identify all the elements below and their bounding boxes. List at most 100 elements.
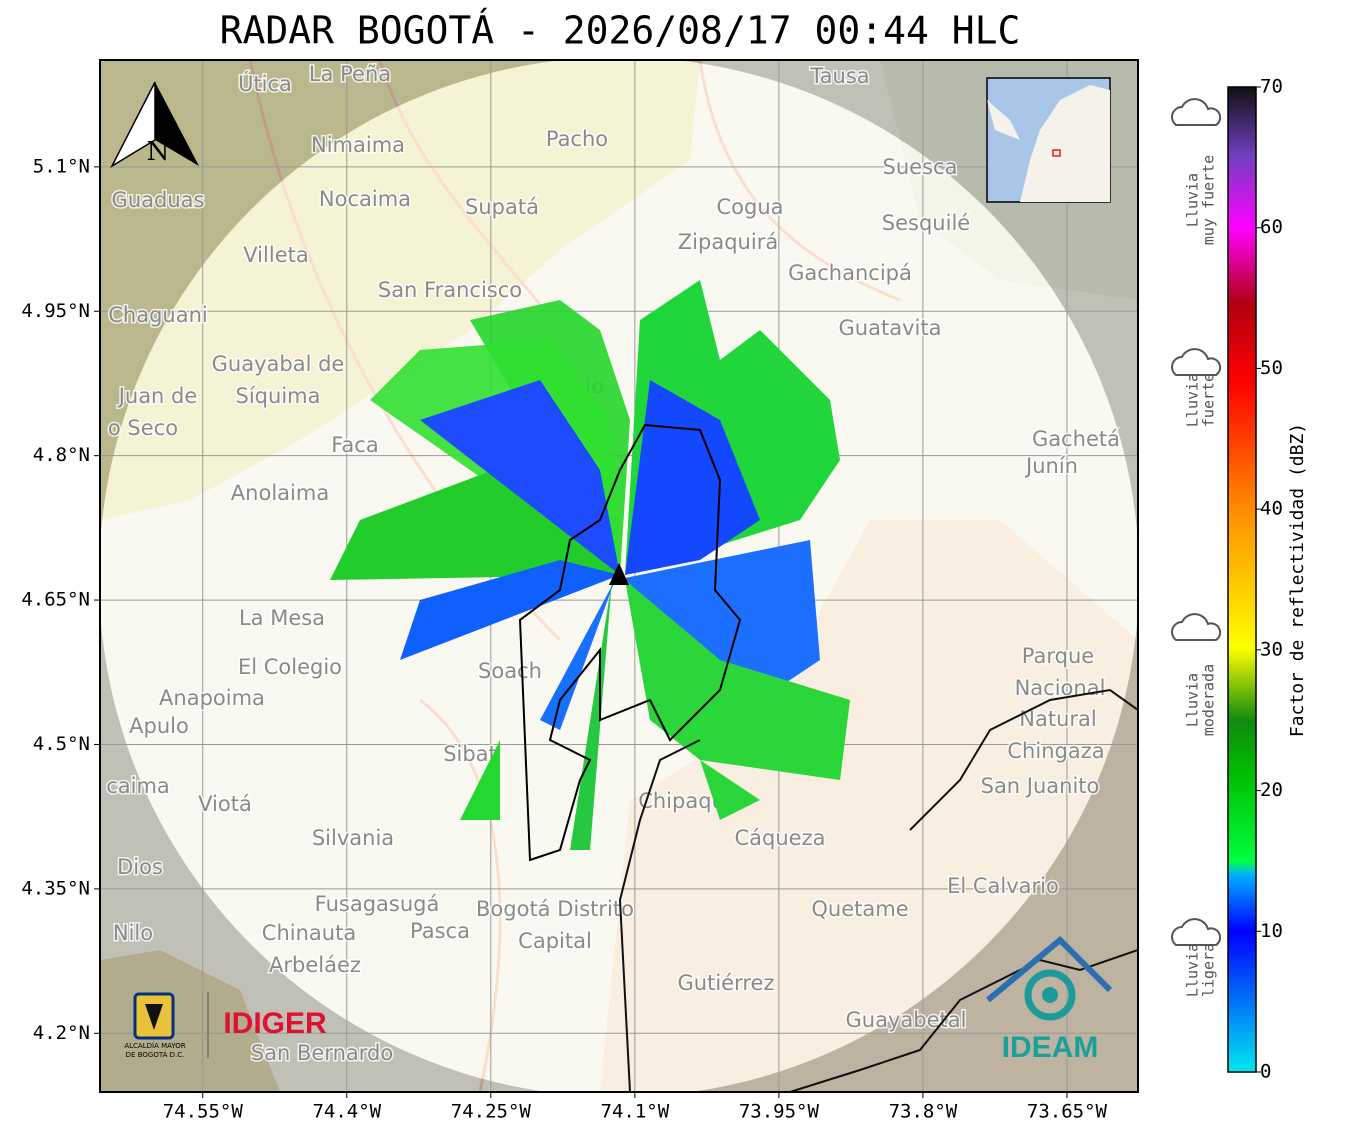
logo-ideam: IDEAM bbox=[986, 935, 1113, 1064]
rain-level-label: ligera bbox=[1200, 943, 1218, 997]
place-label: La Mesa bbox=[239, 606, 325, 630]
radar-site bbox=[609, 563, 629, 585]
place-label: Síquima bbox=[236, 384, 321, 408]
place-label: Zipaquirá bbox=[678, 230, 778, 254]
department-boundary bbox=[618, 688, 1138, 1092]
place-label: Guayabetal bbox=[846, 1008, 967, 1032]
place-label: Guatavita bbox=[839, 316, 942, 340]
colorbar-tick-label: 10 bbox=[1260, 920, 1283, 942]
rain-level-label: Lluvia bbox=[1184, 673, 1202, 727]
x-tick-label: 74.4°W bbox=[312, 1101, 381, 1123]
place-label: Bogotá Distrito bbox=[476, 897, 634, 921]
place-label: Fusagasugá bbox=[315, 892, 440, 916]
place-label: Sibat bbox=[443, 742, 497, 766]
colorbar-tick-label: 40 bbox=[1260, 498, 1283, 520]
rain-icon bbox=[1171, 348, 1222, 376]
logo-alcaldia: ALCALDÍA MAYOR DE BOGOTÁ D.C. IDIGER bbox=[124, 992, 327, 1059]
y-tick-label: 5.1°N bbox=[33, 155, 90, 177]
x-tick-label: 74.55°W bbox=[163, 1101, 244, 1123]
x-tick-label: 74.1°W bbox=[601, 1101, 670, 1123]
logo-idiger: IDIGER bbox=[223, 1007, 327, 1040]
y-tick-label: 4.2°N bbox=[33, 1022, 90, 1044]
x-tick-label: 73.8°W bbox=[889, 1101, 958, 1123]
place-label: Tausa bbox=[809, 64, 869, 88]
place-label: Nilo bbox=[113, 921, 153, 945]
y-tick-label: 4.95°N bbox=[21, 300, 90, 322]
y-tick-label: 4.5°N bbox=[33, 733, 90, 755]
place-label: Guaduas bbox=[112, 188, 205, 212]
rain-level-label: Lluvia bbox=[1184, 373, 1202, 427]
place-label: Chaguani bbox=[108, 303, 208, 327]
place-label: Villeta bbox=[243, 243, 308, 267]
rain-icon bbox=[1171, 918, 1222, 946]
colorbar-tick-label: 20 bbox=[1260, 779, 1283, 801]
y-tick-label: 4.35°N bbox=[21, 877, 90, 899]
places: Útica La Peña Tausa Pacho Nimaima Guaduas Noca… bbox=[105, 61, 1122, 1067]
place-label: San Francisco bbox=[378, 278, 522, 302]
place-label: El Colegio bbox=[238, 655, 342, 679]
place-label: Nacional bbox=[1015, 676, 1106, 700]
place-label: La Peña bbox=[309, 62, 391, 86]
place-label: Silvania bbox=[312, 826, 394, 850]
x-tick-label: 73.65°W bbox=[1027, 1101, 1108, 1123]
colorbar-label: Factor de reflectividad (dBZ) bbox=[1287, 423, 1308, 737]
rain-level-label: Lluvia bbox=[1184, 943, 1202, 997]
logo-text: ALCALDÍA MAYOR bbox=[124, 1041, 185, 1050]
logo-ideam-text: IDEAM bbox=[1002, 1031, 1099, 1064]
rain-level-label: fuerte bbox=[1200, 373, 1218, 427]
rain-level-label: muy fuerte bbox=[1200, 155, 1218, 245]
north-label: N bbox=[147, 137, 170, 167]
map: Útica La Peña Tausa Pacho Nimaima Guaduas Noca… bbox=[100, 60, 1138, 1092]
place-label: Útica bbox=[238, 71, 292, 96]
place-label: Juan de bbox=[117, 384, 198, 408]
place-label: Junín bbox=[1024, 454, 1078, 478]
place-label: Apulo bbox=[129, 714, 189, 738]
place-label: Gachetá bbox=[1032, 427, 1120, 451]
place-label: Nimaima bbox=[311, 133, 405, 157]
colorbar-tick-label: 30 bbox=[1260, 638, 1283, 660]
place-label: Nocaima bbox=[319, 187, 411, 211]
place-label: Viotá bbox=[198, 792, 252, 816]
place-label: Chinauta bbox=[262, 921, 356, 945]
y-tick-label: 4.65°N bbox=[21, 589, 90, 611]
y-tick-label: 4.8°N bbox=[33, 444, 90, 466]
colorbar-tick-label: 50 bbox=[1260, 357, 1283, 379]
place-label: Chingaza bbox=[1007, 739, 1104, 763]
place-label: Faca bbox=[331, 433, 378, 457]
forest-region bbox=[100, 950, 280, 1092]
colorbar-tick-label: 70 bbox=[1260, 76, 1283, 98]
place-label: caima bbox=[106, 774, 170, 798]
place-label: Capital bbox=[518, 929, 592, 953]
place-label: San Bernardo bbox=[251, 1041, 393, 1065]
place-label: Supatá bbox=[465, 195, 539, 219]
place-label: Guayabal de bbox=[212, 352, 345, 376]
inset-map bbox=[986, 77, 1111, 203]
radar-echoes bbox=[330, 280, 850, 850]
place-label: Parque bbox=[1022, 644, 1094, 668]
place-label: Soach bbox=[478, 659, 542, 683]
x-tick-label: 73.95°W bbox=[739, 1101, 820, 1123]
title: RADAR BOGOTÁ - 2026/08/17 00:44 HLC bbox=[220, 9, 1021, 53]
rain-level-label: moderada bbox=[1200, 664, 1218, 736]
place-label: Sesquilé bbox=[882, 211, 970, 235]
map-frame bbox=[99, 59, 1139, 1093]
place-label: Cáqueza bbox=[735, 826, 826, 850]
place-label: Pasca bbox=[410, 919, 470, 943]
place-label: Quetame bbox=[811, 897, 908, 921]
place-label: Anapoima bbox=[159, 686, 265, 710]
colorbar-tick-label: 60 bbox=[1260, 216, 1283, 238]
rain-icon bbox=[1171, 98, 1222, 126]
rain-level-label: Lluvia bbox=[1184, 173, 1202, 227]
colorbar bbox=[1227, 86, 1257, 1073]
place-label: Gutiérrez bbox=[678, 971, 775, 995]
bogota-boundary bbox=[518, 423, 742, 862]
place-label: o Seco bbox=[108, 416, 178, 440]
place-label: San Juanito bbox=[981, 774, 1100, 798]
colorbar-ticks: 0 10 20 30 40 50 60 70 bbox=[1256, 76, 1283, 1083]
place-label: Pacho bbox=[546, 127, 608, 151]
place-label: Suesca bbox=[883, 155, 958, 179]
place-label: Gachancipá bbox=[788, 261, 912, 285]
place-label: Dios bbox=[117, 855, 163, 879]
